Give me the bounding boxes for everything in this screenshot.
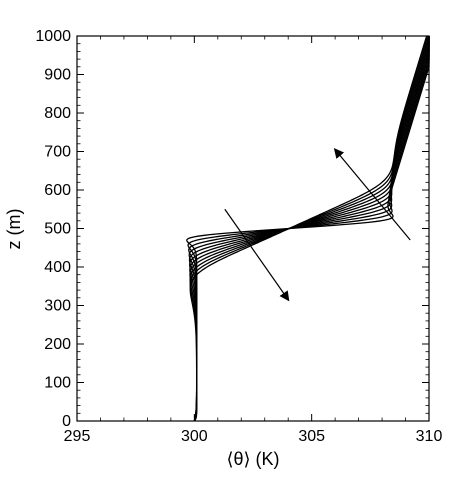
profile-curve-3: [188, 36, 430, 422]
profile-curve-8: [189, 36, 430, 422]
y-tick-label: 0: [62, 413, 71, 430]
arrow-2: [333, 148, 411, 241]
axes: [76, 35, 430, 422]
x-tick-label: 295: [64, 428, 91, 445]
profile-curve-10: [189, 35, 429, 422]
tick-labels: 295 300 305 310 0 100 200 300 400 500 600 700 800 900…: [35, 28, 442, 445]
x-tick-label: 300: [181, 428, 208, 445]
y-tick-label: 400: [44, 259, 71, 276]
profile-curve-5: [188, 36, 430, 422]
profile-curve-6: [189, 36, 430, 422]
y-axis-label: z (m): [4, 209, 24, 250]
profile-curves: [186, 35, 430, 422]
profile-curve-2: [187, 36, 430, 422]
profile-curve-11: [189, 35, 428, 422]
profile-curve-4: [188, 36, 430, 422]
x-tick-label: 305: [298, 428, 325, 445]
y-tick-label: 300: [44, 298, 71, 315]
profile-curve-1: [186, 36, 430, 422]
annotations: [224, 148, 411, 302]
y-tick-label: 900: [44, 67, 71, 84]
x-tick-label: 310: [416, 428, 443, 445]
profile-curve-7: [189, 36, 430, 422]
y-tick-label: 800: [44, 105, 71, 122]
y-tick-label: 1000: [35, 28, 71, 45]
y-tick-label: 500: [44, 221, 71, 238]
y-tick-label: 700: [44, 144, 71, 161]
y-tick-label: 600: [44, 182, 71, 199]
y-tick-label: 200: [44, 336, 71, 353]
x-axis-label: ⟨θ⟩ (K): [226, 449, 279, 469]
arrow-1: [224, 208, 290, 302]
plot-frame: [76, 35, 430, 422]
y-tick-label: 100: [44, 375, 71, 392]
profile-curve-9: [189, 35, 430, 422]
